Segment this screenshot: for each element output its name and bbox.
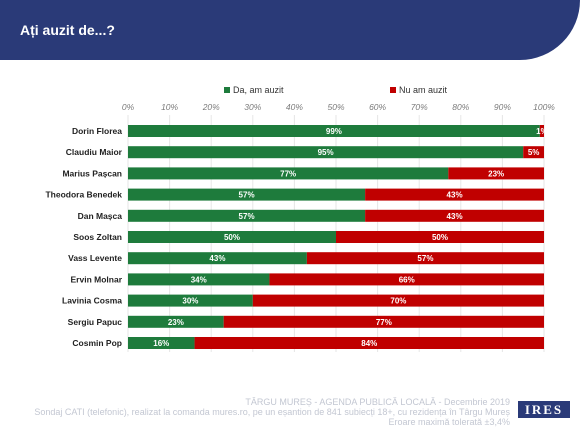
x-tick-label: 80% bbox=[452, 102, 469, 112]
category-label: Lavinia Cosma bbox=[62, 296, 122, 306]
footer-survey-title: TÂRGU MUREȘ - AGENDA PUBLICĂ LOCALĂ - De… bbox=[245, 397, 510, 407]
bar-segment bbox=[306, 252, 544, 265]
category-label: Soos Zoltan bbox=[73, 232, 122, 242]
bar-segment bbox=[336, 231, 544, 243]
category-label: Ervin Molnar bbox=[71, 274, 123, 284]
bar-segment bbox=[269, 273, 544, 286]
category-label: Sergiu Papuc bbox=[68, 317, 123, 327]
category-label: Dorin Florea bbox=[72, 126, 122, 136]
x-tick-label: 50% bbox=[327, 102, 344, 112]
x-tick-label: 10% bbox=[161, 102, 178, 112]
data-label: 99% bbox=[326, 127, 342, 136]
category-label: Vass Levente bbox=[68, 253, 122, 263]
bar-segment bbox=[252, 294, 545, 307]
data-label: 30% bbox=[182, 297, 198, 306]
data-label: 34% bbox=[191, 275, 207, 284]
data-label: 23% bbox=[168, 318, 184, 327]
category-label: Dan Mașca bbox=[78, 211, 123, 221]
data-label: 5% bbox=[528, 148, 540, 157]
category-label: Claudiu Maior bbox=[66, 147, 123, 157]
bar-segment bbox=[223, 315, 544, 328]
data-label: 43% bbox=[447, 212, 463, 221]
data-label: 43% bbox=[209, 254, 225, 263]
bar-segment bbox=[365, 188, 544, 201]
data-label: 70% bbox=[390, 297, 406, 306]
bar-segment bbox=[539, 125, 544, 137]
footer-margin-of-error: Eroare maximă tolerată ±3,4% bbox=[388, 417, 511, 427]
x-tick-label: 90% bbox=[494, 102, 511, 112]
data-label: 50% bbox=[224, 233, 240, 242]
data-label: 57% bbox=[239, 212, 255, 221]
x-tick-label: 40% bbox=[286, 102, 303, 112]
data-label: 16% bbox=[153, 339, 169, 348]
bar-segment bbox=[128, 231, 336, 243]
footer-methodology: Sondaj CATI (telefonic), realizat la com… bbox=[34, 407, 510, 417]
bar-segment bbox=[128, 337, 195, 349]
legend-swatch bbox=[390, 87, 396, 93]
data-label: 77% bbox=[376, 318, 392, 327]
bar-segment bbox=[128, 188, 366, 201]
category-label: Cosmin Pop bbox=[72, 338, 122, 348]
x-tick-label: 30% bbox=[244, 102, 261, 112]
legend-label: Da, am auzit bbox=[233, 85, 284, 95]
data-label: 1% bbox=[536, 127, 548, 136]
bar-segment bbox=[128, 273, 270, 286]
data-label: 43% bbox=[447, 191, 463, 200]
bar-segment bbox=[448, 167, 544, 180]
category-label: Theodora Benedek bbox=[45, 190, 122, 200]
header-banner: Ați auzit de...? bbox=[0, 0, 580, 60]
x-tick-label: 70% bbox=[411, 102, 428, 112]
bar-segment bbox=[128, 146, 524, 159]
data-label: 77% bbox=[280, 169, 296, 178]
x-tick-label: 0% bbox=[122, 102, 135, 112]
bar-segment bbox=[128, 252, 307, 265]
category-label: Marius Pașcan bbox=[62, 168, 122, 178]
stacked-bar-chart: Da, am auzit Nu am auzit 0% 10% 20% 30% 40% 50%… bbox=[45, 85, 555, 352]
data-label: 84% bbox=[361, 339, 377, 348]
data-label: 23% bbox=[488, 169, 504, 178]
bar-segment bbox=[365, 209, 544, 222]
x-tick-label: 60% bbox=[369, 102, 386, 112]
data-label: 57% bbox=[239, 191, 255, 200]
data-label: 95% bbox=[318, 148, 334, 157]
bar-segment bbox=[128, 294, 253, 307]
legend-swatch bbox=[224, 87, 230, 93]
x-tick-label: 20% bbox=[202, 102, 220, 112]
page-title: Ați auzit de...? bbox=[20, 22, 115, 38]
bar-segment bbox=[128, 125, 540, 137]
data-label: 57% bbox=[417, 254, 433, 263]
bar-segment bbox=[128, 209, 366, 222]
ires-logo: IRES bbox=[518, 401, 570, 418]
bar-segment bbox=[128, 315, 224, 328]
bar-segment bbox=[128, 167, 449, 180]
bar-segment bbox=[194, 337, 544, 349]
data-label: 66% bbox=[399, 275, 415, 284]
bar-segment bbox=[523, 146, 544, 159]
legend-label: Nu am auzit bbox=[399, 85, 448, 95]
data-label: 50% bbox=[432, 233, 448, 242]
x-tick-label: 100% bbox=[533, 102, 555, 112]
